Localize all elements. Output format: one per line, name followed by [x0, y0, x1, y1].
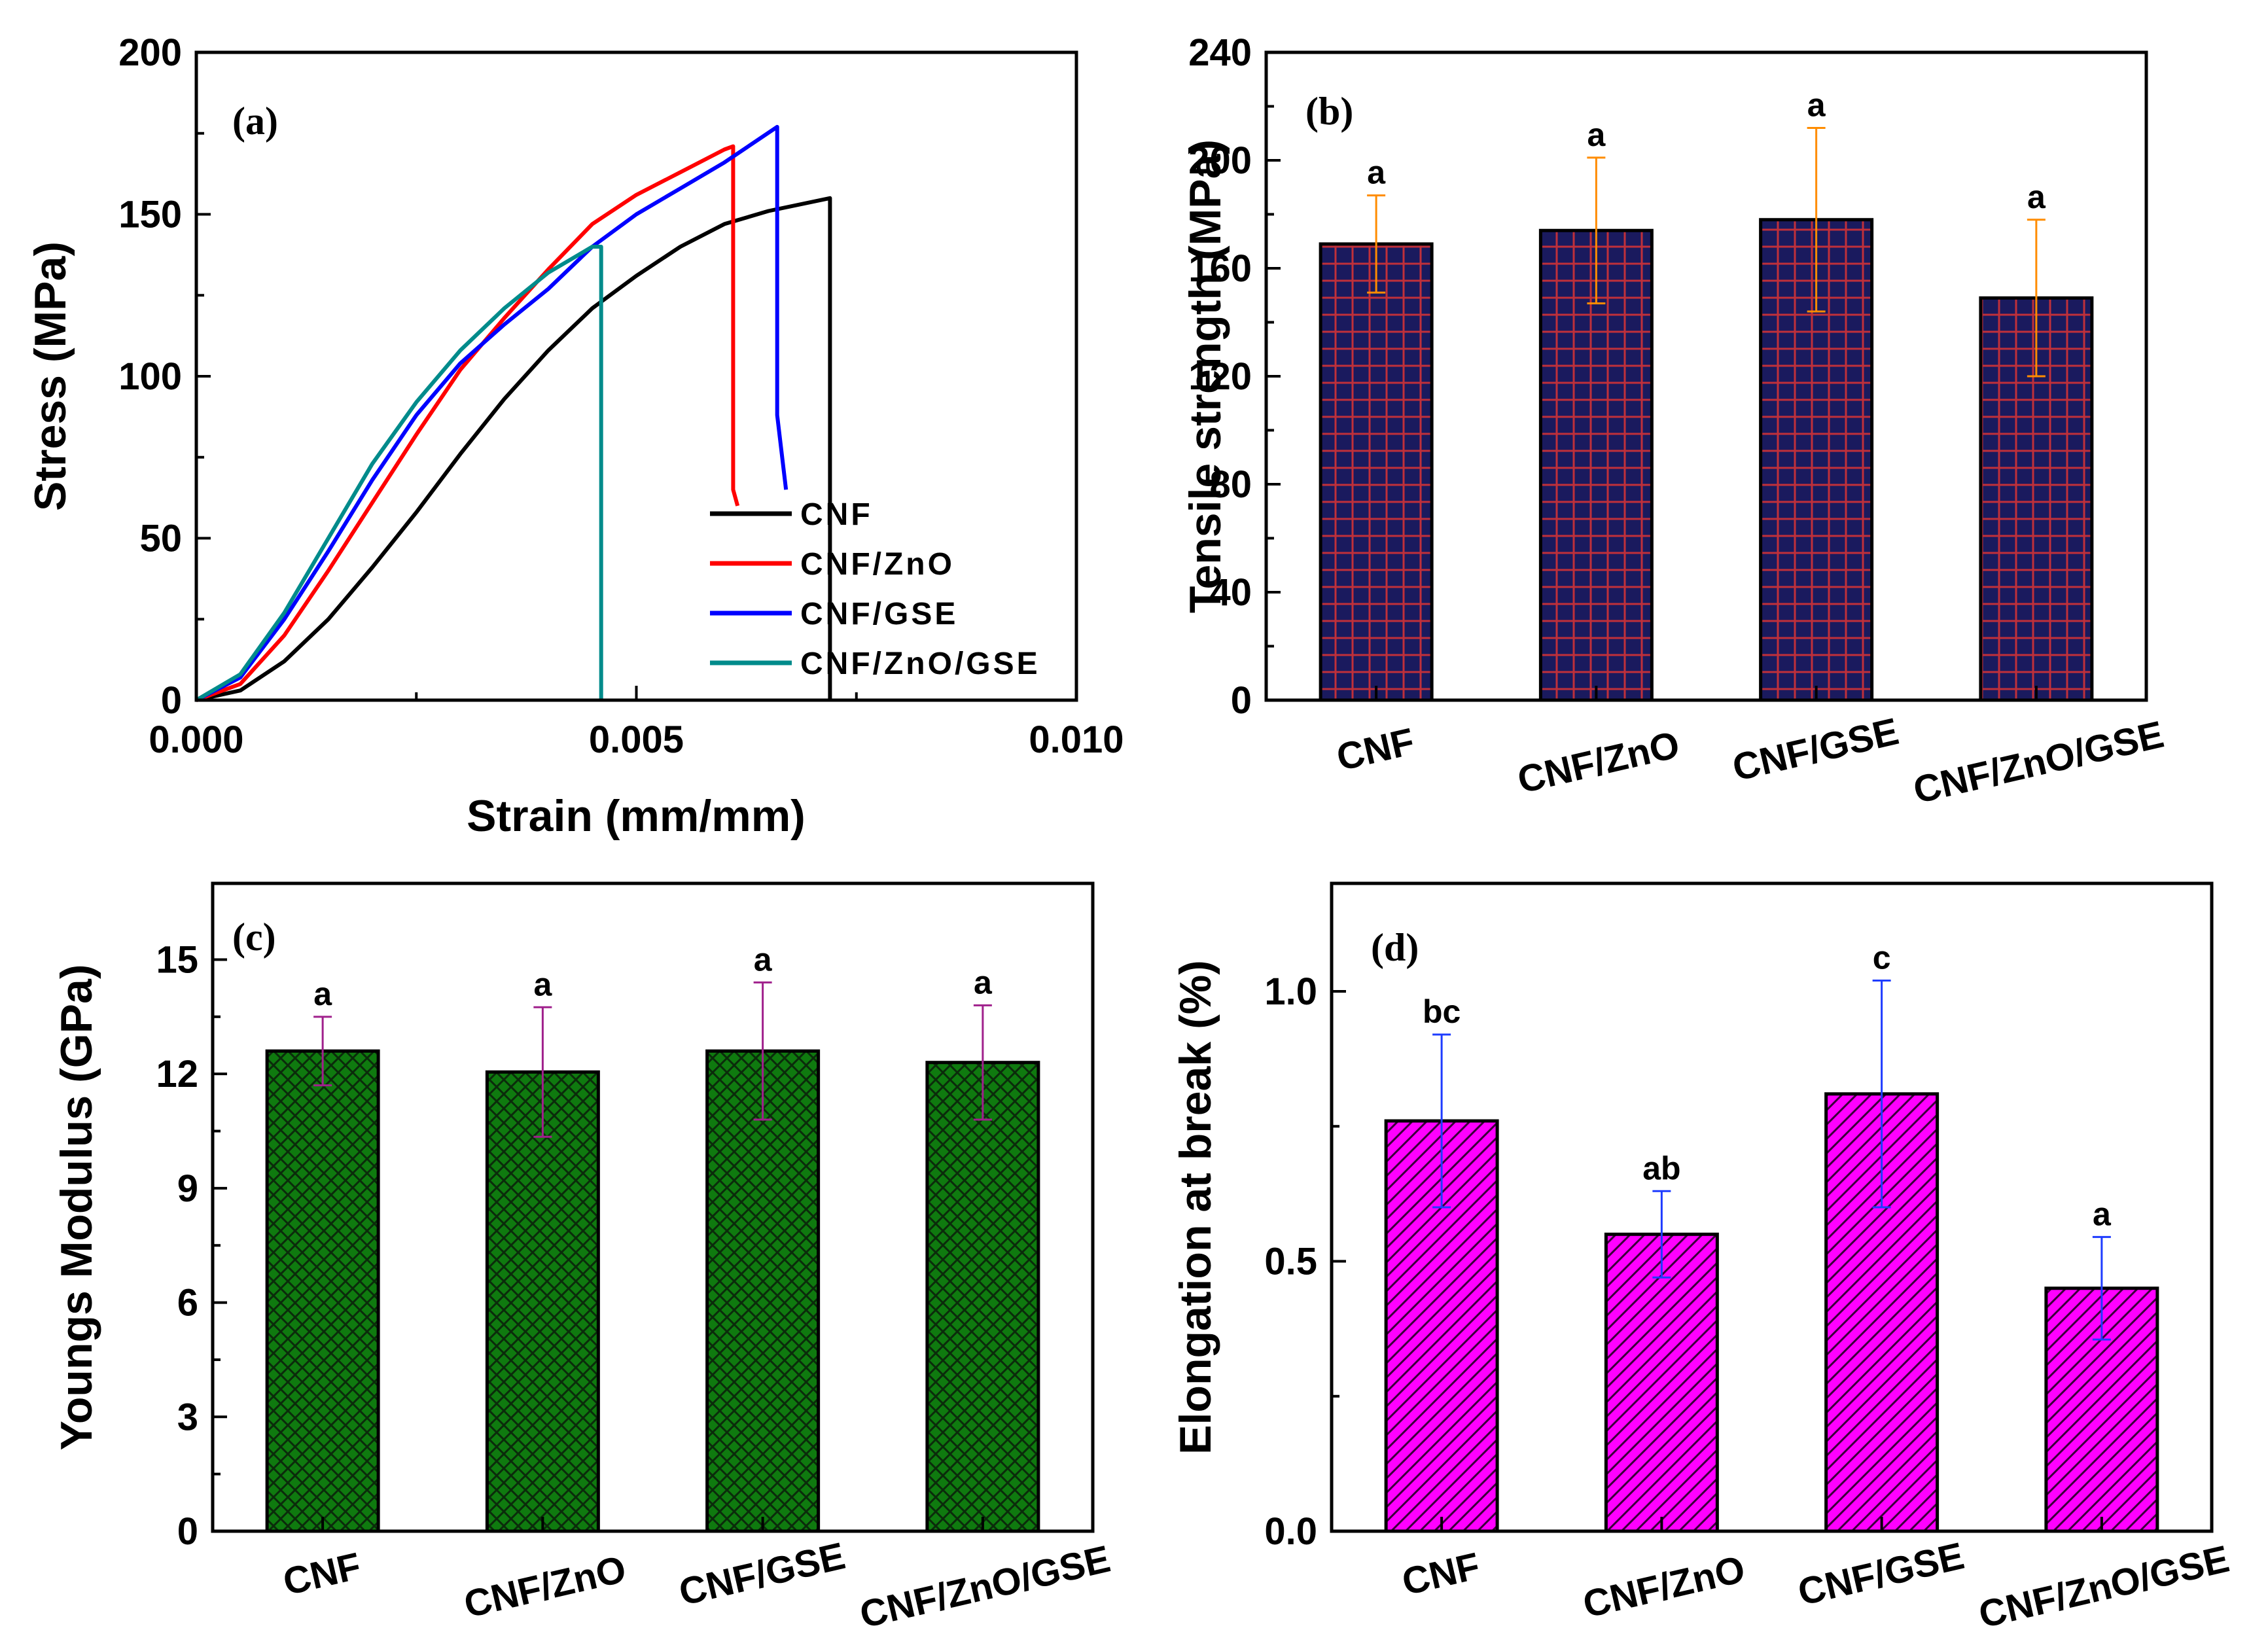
category-label: CNF/ZnO/GSE — [1975, 1538, 2233, 1630]
y-axis-title-a: Stress (MPa) — [26, 241, 75, 511]
y-tick-label: 0.0 — [1264, 1510, 1317, 1553]
plot-frame-c — [211, 881, 1095, 1533]
y-axis-title-d: Elongation at break (%) — [1171, 960, 1220, 1455]
series-line-cnf-zno — [195, 144, 740, 702]
bar-cnf-zno — [1538, 228, 1654, 702]
y-tick-label: 1.0 — [1264, 970, 1317, 1013]
significance-label: a — [1807, 87, 1826, 124]
legend-label: CNF/GSE — [800, 597, 958, 631]
category-label: CNF/ZnO — [1514, 723, 1683, 802]
significance-label: a — [313, 976, 332, 1012]
y-tick-label-a: 100 — [118, 355, 182, 398]
legend-a: CNF CNF/ZnO CNF/GSE CNF/ZnO/GSE — [710, 497, 1040, 681]
y-axis-title-b: Tensile strength (MPa) — [1180, 139, 1230, 613]
category-label: CNF — [1333, 720, 1419, 779]
panel-label-a: (a) — [232, 99, 278, 143]
panel-label-b: (b) — [1305, 90, 1353, 133]
y-tick-label: 160 — [1188, 247, 1252, 290]
significance-label: a — [533, 966, 552, 1002]
x-tick-label-a: 0.010 — [1029, 718, 1124, 761]
elongation-panel: (d) 0.0 0.5 1.0 bc CNF ab CNF/ZnO c CNF/GSE a CNF/… — [1171, 881, 2233, 1630]
series-line-cnf-zno-gse — [195, 245, 603, 702]
category-label: CNF/GSE — [1794, 1534, 1968, 1614]
y-tick-label: 120 — [1188, 355, 1252, 398]
y-tick-label: 6 — [177, 1282, 198, 1324]
y-tick-label: 240 — [1188, 31, 1252, 74]
x-tick-label-a: 0.000 — [149, 718, 243, 761]
significance-label: a — [2093, 1196, 2112, 1232]
bar-cnf-zno — [1604, 1232, 1719, 1533]
significance-label: a — [754, 941, 773, 978]
plot-frame-d — [1330, 881, 2214, 1533]
bar-cnf-gse — [705, 1049, 821, 1533]
series-line-cnf-gse — [195, 124, 788, 702]
significance-label: ab — [1642, 1150, 1680, 1186]
bar-cnf — [265, 1049, 380, 1533]
bar-cnf — [1319, 242, 1434, 702]
y-tick-label: 3 — [177, 1396, 198, 1438]
significance-label: a — [2027, 179, 2046, 215]
category-label: CNF/GSE — [675, 1534, 849, 1614]
youngs-modulus-panel: (c) 0 3 6 9 12 15 a CNF a CNF/ZnO a CNF/GSE a CNF/ZnO… — [52, 881, 1114, 1630]
legend-label: CNF/ZnO/GSE — [800, 647, 1040, 681]
x-tick-label-a: 0.005 — [589, 718, 684, 761]
bar-cnf-zno-gse — [925, 1061, 1040, 1533]
legend-label: CNF — [800, 497, 873, 532]
panel-label-d: (d) — [1371, 926, 1419, 969]
significance-label: a — [1367, 154, 1386, 191]
stress-strain-panel: (a) 0 50 100 150 200 0.000 0.005 0.010 Strain (… — [26, 31, 1124, 841]
y-tick-label: 9 — [177, 1167, 198, 1210]
category-label: CNF/ZnO — [460, 1548, 629, 1626]
category-label: CNF — [1398, 1545, 1484, 1604]
panel-label-c: (c) — [232, 915, 276, 959]
y-tick-label-a: 50 — [139, 518, 182, 560]
y-tick-label-a: 150 — [118, 194, 182, 236]
category-label: CNF/GSE — [1729, 710, 1903, 789]
tensile-strength-panel: (b) 0 40 80 120 160 200 240 a CNF a CNF/ZnO a CNF/GS… — [1180, 31, 2168, 812]
category-label: CNF — [279, 1545, 365, 1604]
y-axis-title-c: Youngs Modulus (GPa) — [52, 965, 101, 1451]
y-tick-label: 15 — [156, 938, 198, 981]
significance-label: bc — [1423, 993, 1461, 1030]
category-label: CNF/ZnO — [1579, 1548, 1748, 1626]
y-tick-label-a: 200 — [118, 31, 182, 74]
bar-cnf-zno — [485, 1070, 600, 1533]
significance-label: a — [1587, 116, 1606, 153]
y-tick-label: 12 — [156, 1053, 198, 1095]
significance-label: c — [1873, 940, 1891, 976]
x-axis-title-a: Strain (mm/mm) — [467, 791, 806, 841]
y-tick-label: 80 — [1209, 463, 1252, 506]
significance-label: a — [974, 964, 993, 1001]
series-line-cnf — [196, 196, 832, 702]
y-tick-label: 40 — [1209, 571, 1252, 614]
y-tick-label: 0 — [177, 1510, 198, 1553]
legend-label: CNF/ZnO — [800, 547, 955, 582]
y-tick-label: 0.5 — [1264, 1241, 1317, 1283]
y-tick-label-a: 0 — [161, 679, 182, 722]
y-tick-label: 0 — [1231, 679, 1252, 722]
y-tick-label: 200 — [1188, 139, 1252, 182]
category-label: CNF/ZnO/GSE — [1909, 713, 2168, 812]
category-label: CNF/ZnO/GSE — [856, 1538, 1114, 1630]
